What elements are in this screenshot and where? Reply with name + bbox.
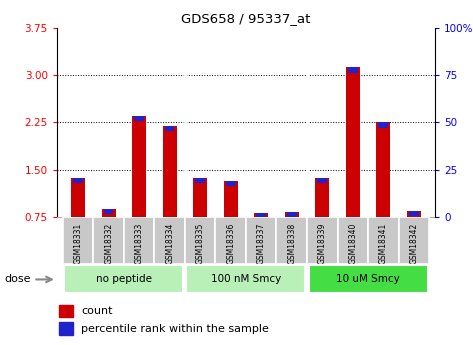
Bar [399,217,429,264]
Text: GSM18337: GSM18337 [257,223,266,264]
Bar [348,67,358,72]
Bar [338,217,368,264]
Bar [315,177,329,217]
Bar [124,217,154,264]
Text: count: count [81,306,113,316]
Bar [185,217,215,264]
Text: GSM18342: GSM18342 [409,223,418,264]
Bar [215,217,246,264]
Text: GSM18339: GSM18339 [318,223,327,264]
Bar [307,217,338,264]
Text: GSM18333: GSM18333 [135,223,144,264]
Bar [193,177,207,217]
Text: GSM18335: GSM18335 [196,223,205,264]
Bar [226,181,236,186]
Title: GDS658 / 95337_at: GDS658 / 95337_at [181,12,311,25]
Bar [64,266,184,293]
Text: dose: dose [5,275,31,284]
Bar [287,211,297,217]
Bar [134,116,144,121]
Text: no peptide: no peptide [96,275,152,284]
Bar [277,217,307,264]
Bar [195,177,205,183]
Bar [407,211,420,217]
Text: GSM18336: GSM18336 [226,223,235,264]
Bar [163,126,176,217]
Bar [93,217,124,264]
Bar [346,68,359,217]
Bar [132,116,146,217]
Text: GSM18334: GSM18334 [165,223,174,264]
Bar [60,305,73,317]
Text: GSM18340: GSM18340 [348,223,357,264]
Bar [246,217,277,264]
Bar [154,217,185,264]
Bar [409,211,419,216]
Bar [317,177,327,183]
Text: GSM18338: GSM18338 [287,223,296,264]
Text: 100 nM Smcy: 100 nM Smcy [211,275,281,284]
Bar [368,217,399,264]
Text: GSM18331: GSM18331 [74,223,83,264]
Bar [256,213,266,218]
Bar [63,217,93,264]
Bar [378,122,388,128]
Text: GSM18341: GSM18341 [379,223,388,264]
Text: GSM18332: GSM18332 [104,223,113,264]
Bar [102,209,115,217]
Bar [186,266,306,293]
Bar [224,181,237,217]
Bar [71,177,85,217]
Bar [377,122,390,217]
Bar [285,211,298,217]
Text: percentile rank within the sample: percentile rank within the sample [81,324,269,334]
Bar [165,126,175,131]
Bar [60,323,73,335]
Bar [254,213,268,217]
Bar [308,266,428,293]
Bar [104,209,114,214]
Text: 10 uM Smcy: 10 uM Smcy [336,275,400,284]
Bar [73,177,83,183]
